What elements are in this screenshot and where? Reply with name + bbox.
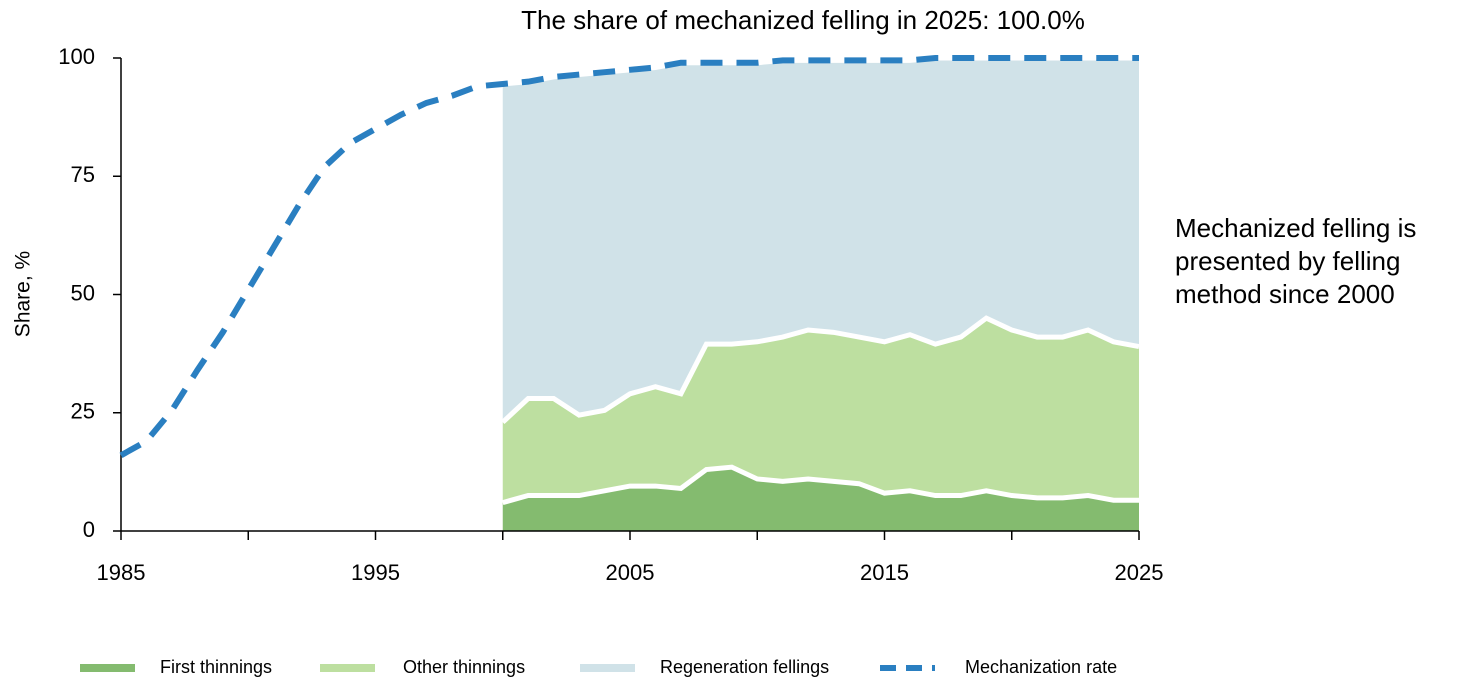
- x-tick-label: 1995: [351, 560, 400, 585]
- chart-title: The share of mechanized felling in 2025:…: [521, 5, 1085, 35]
- y-tick-label: 75: [71, 162, 95, 187]
- x-tick-label: 1985: [97, 560, 146, 585]
- y-axis-label: Share, %: [12, 251, 35, 337]
- y-tick-label: 50: [71, 280, 95, 305]
- legend-label: First thinnings: [160, 657, 272, 677]
- legend-label: Other thinnings: [403, 657, 525, 677]
- page: The share of mechanized felling in 2025:…: [0, 0, 1483, 681]
- legend-label: Mechanization rate: [965, 657, 1117, 677]
- y-tick-label: 0: [83, 517, 95, 542]
- legend-label: Regeneration fellings: [660, 657, 829, 677]
- x-tick-label: 2015: [860, 560, 909, 585]
- y-tick-label: 100: [58, 44, 95, 69]
- x-tick-label: 2005: [606, 560, 655, 585]
- y-tick-label: 25: [71, 399, 95, 424]
- x-tick-label: 2025: [1115, 560, 1164, 585]
- annotation: Mechanized felling is presented by felli…: [1175, 212, 1470, 311]
- chart: The share of mechanized felling in 2025:…: [0, 0, 1483, 681]
